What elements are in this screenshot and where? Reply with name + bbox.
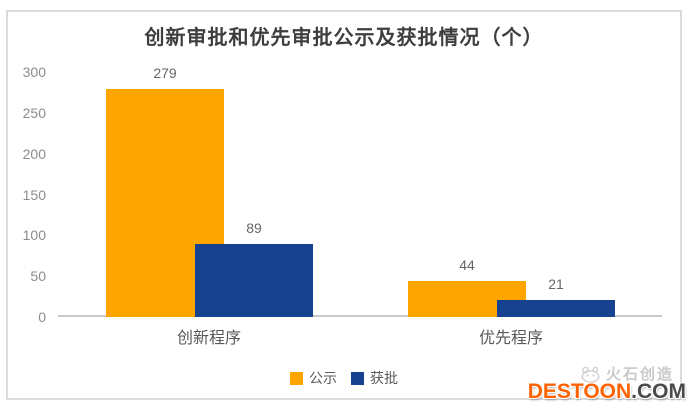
huoshi-logo-icon: [581, 366, 600, 383]
watermark-site-row: DESTOON.COM: [528, 381, 686, 402]
watermark-site-tld: .COM: [631, 380, 686, 403]
chart-frame: [6, 10, 682, 400]
legend-label: 获批: [370, 370, 398, 386]
chart-title: 创新审批和优先审批公示及获批情况（个）: [144, 27, 544, 49]
legend-label: 公示: [309, 370, 337, 386]
legend-item-获批: 获批: [351, 368, 398, 388]
legend-swatch-icon: [290, 371, 303, 385]
watermark-site-name: DESTOON: [527, 380, 632, 403]
legend-item-公示: 公示: [290, 368, 337, 388]
legend: 公示 获批: [6, 368, 682, 388]
watermark-brand-row: 火石创造: [528, 366, 674, 383]
legend-swatch-icon: [351, 371, 364, 385]
watermark: 火石创造 DESTOON.COM: [528, 366, 686, 402]
watermark-brand-text: 火石创造: [605, 366, 674, 383]
